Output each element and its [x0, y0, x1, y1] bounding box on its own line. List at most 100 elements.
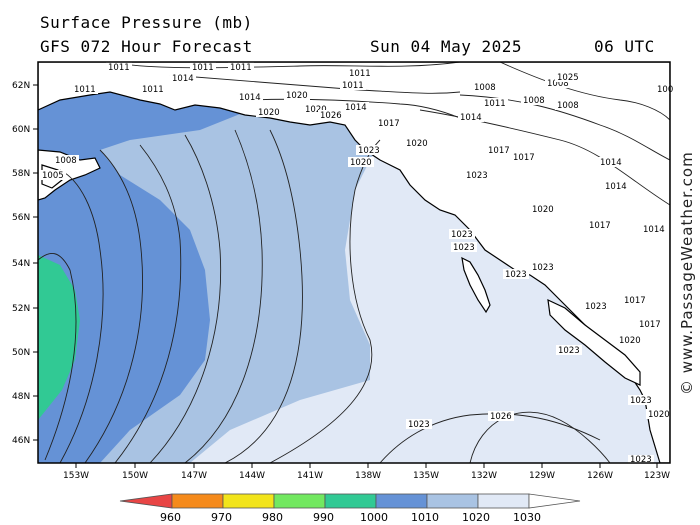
svg-text:1023: 1023	[505, 270, 527, 280]
svg-text:1017: 1017	[513, 153, 535, 163]
colorbar-label: 1010	[411, 511, 439, 524]
svg-text:1011: 1011	[142, 85, 164, 95]
isobar-label: 1023	[503, 269, 529, 280]
svg-text:1023: 1023	[585, 302, 607, 312]
isobar-label: 1023	[406, 419, 432, 430]
svg-text:1008: 1008	[55, 156, 77, 166]
colorbar-label: 960	[160, 511, 181, 524]
svg-text:1008: 1008	[474, 83, 496, 93]
site-watermark: © www.PassageWeather.com	[678, 151, 696, 395]
map-title: Surface Pressure (mb)	[40, 13, 253, 32]
svg-text:1008: 1008	[523, 96, 545, 106]
colorbar-segment	[477, 493, 530, 509]
lon-tick-label: 144W	[239, 471, 265, 481]
isobar-label: 1014	[237, 92, 263, 103]
isobar-label: 1017	[376, 118, 402, 129]
svg-text:1023: 1023	[451, 230, 473, 240]
isobar-label: 1023	[628, 455, 654, 465]
svg-text:1020: 1020	[532, 205, 554, 215]
lat-tick-label: 60N	[12, 125, 30, 135]
svg-text:1023: 1023	[466, 171, 488, 181]
isobar-label: 1023	[556, 345, 582, 356]
isobar-label: 1026	[488, 411, 514, 422]
svg-text:1023: 1023	[558, 346, 580, 356]
isobar-label: 1017	[622, 295, 648, 306]
forecast-date: Sun 04 May 2025	[370, 37, 522, 56]
svg-text:1023: 1023	[630, 396, 652, 406]
pressure-colorbar: 960 970 980 990 1000 1010 1020 1030	[119, 493, 581, 524]
svg-text:1017: 1017	[624, 296, 646, 306]
svg-text:1017: 1017	[639, 320, 661, 330]
isobar-label: 1025	[555, 72, 581, 83]
colorbar-label: 990	[313, 511, 334, 524]
isobar-label: 1020	[348, 157, 374, 168]
svg-text:1011: 1011	[349, 69, 371, 79]
svg-text:1008: 1008	[557, 101, 579, 111]
lat-tick-label: 46N	[12, 436, 30, 446]
svg-text:1014: 1014	[345, 103, 367, 113]
isobar-label: 1014	[343, 102, 369, 113]
lat-tick-label: 48N	[12, 392, 30, 402]
lon-tick-label: 153W	[63, 471, 89, 481]
isobar-lines	[38, 62, 670, 463]
isobar-label: 1011	[340, 80, 366, 91]
colorbar-segment	[273, 493, 326, 509]
longitude-axis: 153W 150W 147W 144W 141W 138W 135W 132W …	[63, 463, 670, 481]
svg-text:1025: 1025	[557, 73, 579, 83]
svg-text:1017: 1017	[488, 146, 510, 156]
land-vancouver-island	[547, 298, 641, 386]
colorbar-segment	[119, 493, 173, 509]
lat-tick-label: 62N	[12, 81, 30, 91]
svg-text:1014: 1014	[460, 113, 482, 123]
isobar-label: 1023	[356, 145, 382, 156]
svg-text:1023: 1023	[630, 455, 652, 465]
isobar-label: 1020	[646, 409, 672, 420]
svg-text:1020: 1020	[350, 158, 372, 168]
svg-text:1023: 1023	[453, 243, 475, 253]
pressure-fill-layer	[38, 62, 670, 463]
svg-text:1008: 1008	[547, 79, 569, 89]
colorbar-label: 980	[262, 511, 283, 524]
svg-text:1020: 1020	[258, 108, 280, 118]
isobar-label: 1011	[140, 84, 166, 95]
isobar-labels: 1011 1011 1011 1011 1011 1011 1011 1011 …	[40, 62, 673, 465]
svg-text:1023: 1023	[532, 263, 554, 273]
svg-text:1017: 1017	[378, 119, 400, 129]
isobar-label: 1020	[256, 107, 282, 118]
isobar-label: 1020	[617, 335, 643, 346]
lon-tick-label: 126W	[587, 471, 613, 481]
isobar-label: 1023	[449, 229, 475, 240]
svg-text:1014: 1014	[239, 93, 261, 103]
colorbar-segment	[171, 493, 224, 509]
colorbar-label: 1020	[462, 511, 490, 524]
isobar-label: 1020	[303, 104, 329, 115]
svg-text:1020: 1020	[286, 91, 308, 101]
forecast-model-label: GFS 072 Hour Forecast	[40, 37, 253, 56]
svg-text:1026: 1026	[490, 412, 512, 422]
colorbar-label: 970	[211, 511, 232, 524]
lon-tick-label: 129W	[529, 471, 555, 481]
lon-tick-label: 150W	[122, 471, 148, 481]
colorbar-segment	[324, 493, 377, 509]
svg-text:1026: 1026	[320, 111, 342, 121]
isobar-label: 1020	[284, 90, 310, 101]
lat-tick-label: 52N	[12, 304, 30, 314]
lon-tick-label: 123W	[644, 471, 670, 481]
svg-text:1011: 1011	[192, 63, 214, 73]
isobar-label: 1005	[40, 170, 66, 181]
isobar-label: 100	[656, 84, 673, 95]
isobar-label: 1014	[598, 157, 624, 168]
colorbar-segment	[528, 493, 581, 509]
band-1010	[38, 62, 670, 463]
svg-text:1005: 1005	[42, 171, 64, 181]
isobar-label: 1023	[530, 262, 556, 273]
svg-text:1020: 1020	[406, 139, 428, 149]
lon-tick-label: 141W	[297, 471, 323, 481]
svg-text:1023: 1023	[358, 146, 380, 156]
forecast-time: 06 UTC	[594, 37, 655, 56]
svg-text:1011: 1011	[108, 63, 130, 73]
colorbar-segment	[375, 493, 428, 509]
svg-text:1014: 1014	[172, 74, 194, 84]
colorbar-segment	[222, 493, 275, 509]
svg-text:1020: 1020	[648, 410, 670, 420]
